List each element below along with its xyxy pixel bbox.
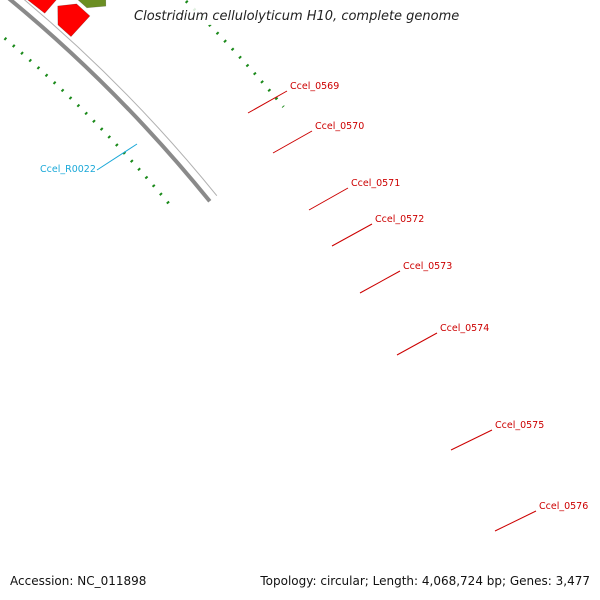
gene-label: Ccel_0576 bbox=[539, 501, 588, 512]
backbone-inner-line bbox=[23, 0, 218, 197]
reverse-gene-arrow bbox=[57, 3, 91, 38]
gene-leader-line bbox=[494, 510, 537, 532]
gene-label: Ccel_0571 bbox=[351, 178, 400, 189]
gene-leader-line bbox=[272, 130, 313, 154]
gene-leader-line bbox=[308, 187, 349, 211]
gene-label: Ccel_0574 bbox=[440, 323, 489, 334]
reverse-gene-arrow bbox=[27, 0, 57, 14]
gene-leader-line bbox=[247, 90, 288, 114]
labels-layer: Ccel_0569 Ccel_0570 Ccel_0571 Ccel_0572 Ccel… bbox=[40, 81, 588, 532]
gene-label: Ccel_0569 bbox=[290, 81, 339, 92]
gene-label: Ccel_0573 bbox=[403, 261, 452, 272]
gene-label: Ccel_0572 bbox=[375, 214, 424, 225]
map-title: Clostridium cellulolyticum H10, complete… bbox=[130, 8, 464, 25]
feature-label: Ccel_R0022 bbox=[40, 164, 96, 175]
gene-leader-line bbox=[396, 332, 438, 356]
summary-text: Topology: circular; Length: 4,068,724 bp… bbox=[258, 574, 592, 588]
gene-leader-line bbox=[450, 429, 493, 451]
gene-label: Ccel_0575 bbox=[495, 420, 544, 431]
backbone-layer bbox=[7, 0, 218, 203]
genes-layer bbox=[27, 0, 107, 38]
gene-leader-line bbox=[359, 270, 401, 294]
feature-leader-line bbox=[96, 143, 138, 171]
gene-arrow-ccel-0576 bbox=[77, 0, 107, 9]
gene-leader-line bbox=[331, 223, 373, 247]
accession-text: Accession: NC_011898 bbox=[8, 574, 149, 588]
gene-label: Ccel_0570 bbox=[315, 121, 364, 132]
backbone-ring bbox=[7, 0, 212, 203]
